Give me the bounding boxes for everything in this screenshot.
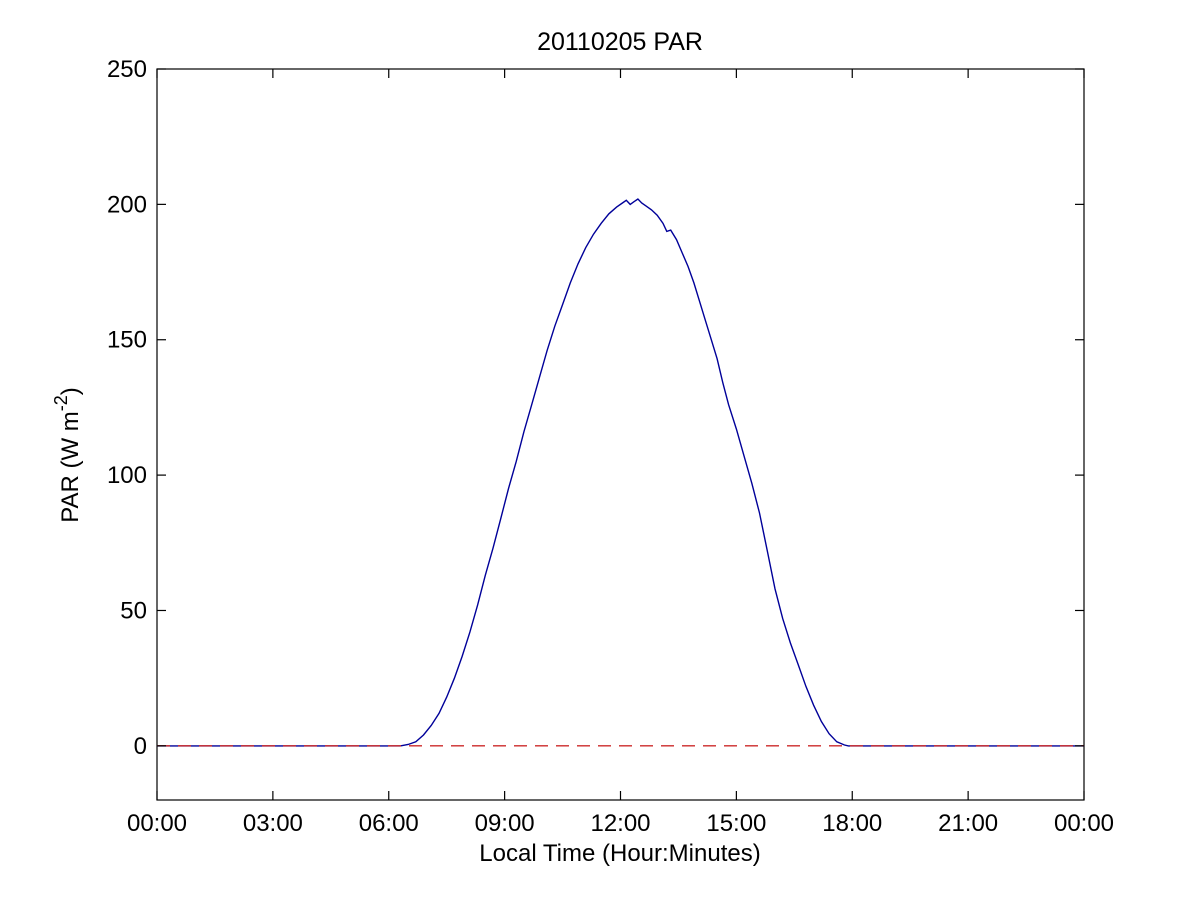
x-tick-label: 03:00	[243, 810, 303, 837]
x-axis-tick-labels: 00:00 03:00 06:00 09:00 12:00 15:00 18:00 21:00…	[127, 810, 1114, 837]
y-tick-label: 0	[134, 733, 147, 760]
plot-area-border	[156, 68, 1085, 801]
x-tick-label: 00:00	[127, 810, 187, 837]
y-axis-label-main: PAR (W m	[57, 411, 84, 523]
x-tick-label: 09:00	[475, 810, 535, 837]
y-tick-label: 50	[120, 597, 147, 624]
x-tick-label: 18:00	[822, 810, 882, 837]
x-tick-label: 12:00	[590, 810, 650, 837]
y-tick-label: 150	[107, 327, 147, 354]
y-tick-label: 200	[107, 191, 147, 218]
x-tick-label: 06:00	[359, 810, 419, 837]
y-tick-label: 100	[107, 462, 147, 489]
chart-title: 20110205 PAR	[537, 28, 703, 56]
x-tick-label: 15:00	[706, 810, 766, 837]
tick-marks	[156, 68, 1085, 800]
par-series-line	[157, 198, 1084, 747]
x-tick-label: 00:00	[1054, 810, 1114, 837]
y-axis-tick-labels: 0 50 100 150 200 250	[107, 56, 147, 760]
y-tick-label: 250	[107, 56, 147, 83]
y-axis-label-superscript: -2	[51, 395, 71, 411]
y-axis-label: PAR (W m-2)	[51, 387, 84, 523]
y-axis-label-close: )	[57, 387, 84, 395]
x-tick-label: 21:00	[938, 810, 998, 837]
x-axis-label: Local Time (Hour:Minutes)	[479, 840, 760, 867]
